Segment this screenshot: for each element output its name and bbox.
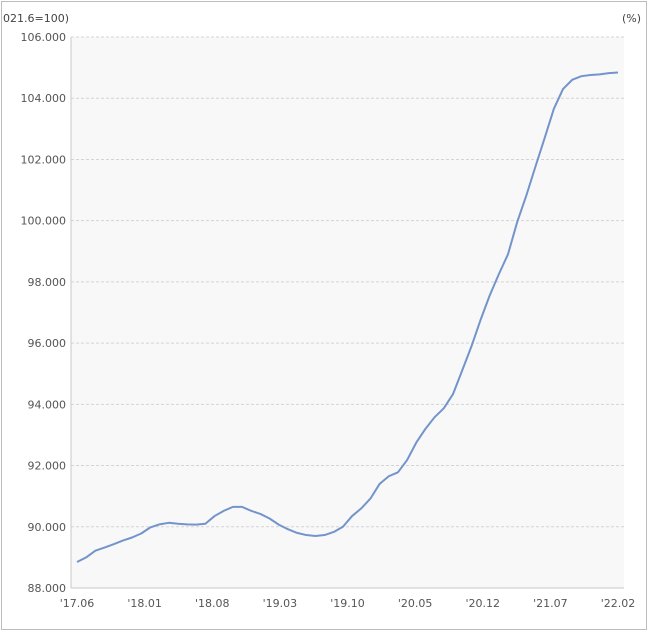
x-tick-label: '18.08 <box>195 597 230 610</box>
y-tick-label: 104.000 <box>21 92 67 105</box>
series-line <box>76 71 619 563</box>
left-unit-label: 021.6=100) <box>3 12 69 25</box>
right-unit-label: (%) <box>622 12 641 25</box>
y-tick-label: 106.000 <box>21 31 67 44</box>
y-tick-label: 100.000 <box>21 215 67 228</box>
x-tick-label: '19.10 <box>330 597 365 610</box>
grid-lines <box>71 36 624 528</box>
x-tick-label: '20.12 <box>465 597 500 610</box>
x-tick-label: '21.07 <box>533 597 568 610</box>
y-tick-label: 96.000 <box>28 337 67 350</box>
x-tick-label: '20.05 <box>398 597 433 610</box>
y-tick-label: 92.000 <box>28 460 67 473</box>
y-tick-label: 94.000 <box>28 398 67 411</box>
x-tick-label: '19.03 <box>263 597 298 610</box>
y-tick-label: 88.000 <box>28 582 67 595</box>
plot-area <box>71 37 624 588</box>
x-tick-labels: '17.06 '18.01 '18.08 '19.03 '19.10 '20.05 '20.… <box>60 597 636 610</box>
x-tick-label: '18.01 <box>127 597 162 610</box>
x-tick-label: '22.02 <box>601 597 636 610</box>
y-tick-label: 102.000 <box>21 153 67 166</box>
y-tick-labels: 88.000 90.000 92.000 94.000 96.000 98.000 100.… <box>21 31 67 595</box>
y-tick-label: 90.000 <box>28 521 67 534</box>
x-tick-label: '17.06 <box>60 597 95 610</box>
y-tick-label: 98.000 <box>28 276 67 289</box>
